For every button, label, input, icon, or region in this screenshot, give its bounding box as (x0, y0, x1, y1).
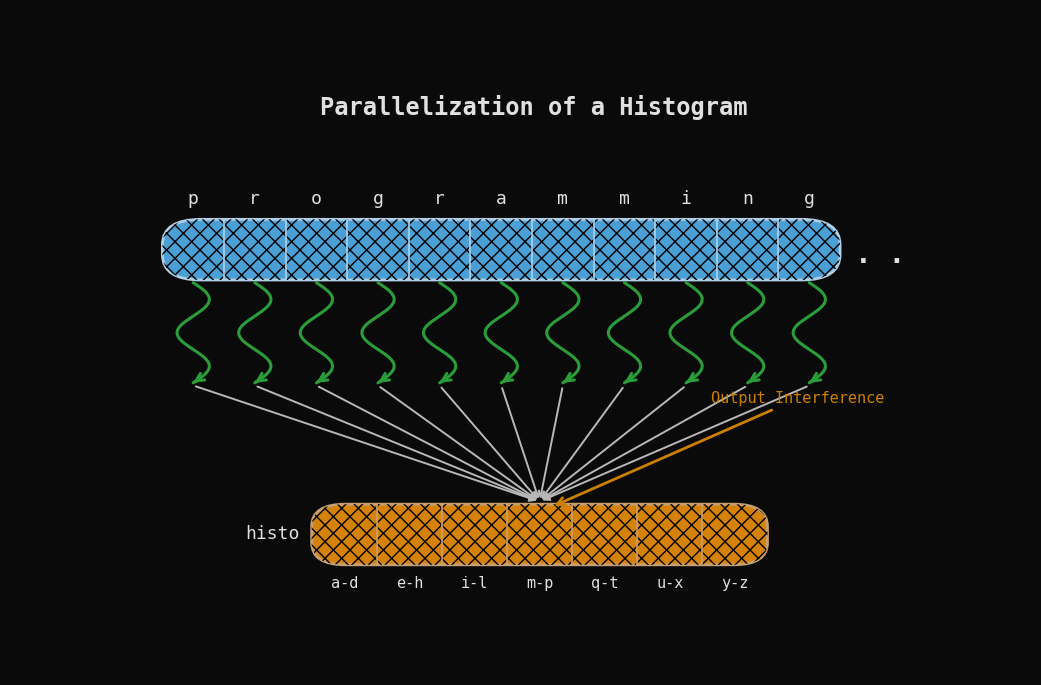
Text: m-p: m-p (526, 576, 553, 591)
Text: m: m (557, 190, 568, 208)
Text: u-x: u-x (656, 576, 684, 591)
Text: o: o (311, 190, 322, 208)
Text: . .: . . (855, 241, 905, 269)
Text: r: r (250, 190, 260, 208)
Text: r: r (434, 190, 446, 208)
Text: a-d: a-d (331, 576, 358, 591)
Text: g: g (373, 190, 383, 208)
Text: n: n (742, 190, 753, 208)
Text: Parallelization of a Histogram: Parallelization of a Histogram (320, 95, 747, 121)
Text: i-l: i-l (461, 576, 488, 591)
Text: g: g (804, 190, 815, 208)
Text: e-h: e-h (396, 576, 423, 591)
FancyBboxPatch shape (311, 504, 767, 565)
Text: a: a (496, 190, 507, 208)
Text: p: p (187, 190, 199, 208)
Text: m: m (619, 190, 630, 208)
Text: histo: histo (246, 525, 300, 543)
FancyBboxPatch shape (162, 219, 840, 280)
Text: Output Interference: Output Interference (557, 391, 885, 505)
Text: q-t: q-t (591, 576, 618, 591)
Text: y-z: y-z (721, 576, 748, 591)
Text: i: i (681, 190, 691, 208)
